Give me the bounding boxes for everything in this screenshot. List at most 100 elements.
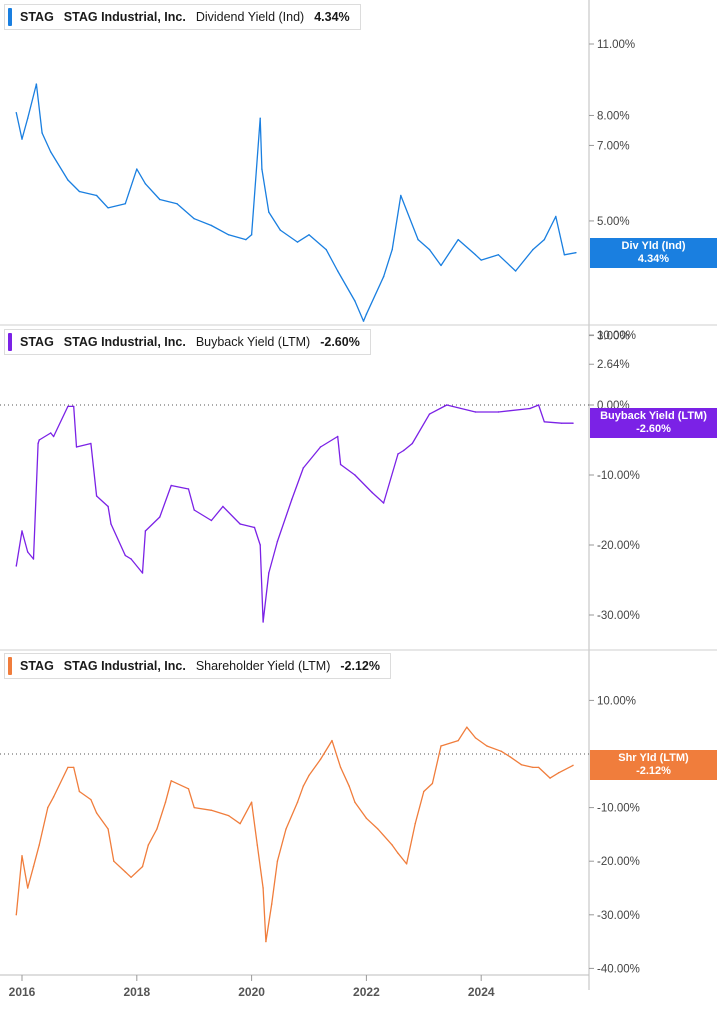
data-point (497, 411, 500, 413)
y-tick-label: 7.00% (597, 140, 630, 152)
data-point (403, 449, 405, 452)
legend-value: -2.60% (320, 335, 360, 349)
data-point (411, 442, 414, 445)
y-tick-label: 5.00% (597, 216, 630, 228)
legend-ticker: STAG (20, 659, 54, 673)
data-point (474, 737, 477, 739)
y-tick-label: -20.00% (597, 540, 640, 552)
x-tick-label: 2022 (353, 985, 380, 999)
tag-label: Div Yld (Ind) (621, 239, 686, 252)
series-line (15, 726, 574, 943)
data-point (354, 474, 356, 476)
data-point (543, 238, 546, 241)
data-point (428, 248, 431, 251)
data-point (170, 484, 172, 487)
data-point (446, 404, 448, 406)
data-point (156, 828, 158, 830)
data-point (90, 798, 92, 801)
data-point (27, 887, 29, 889)
data-point (532, 248, 534, 251)
series-color-swatch (8, 8, 12, 26)
data-point (210, 809, 213, 811)
y-tick-label: 8.00% (597, 110, 630, 122)
y-tick-label: 3.00% (597, 331, 630, 343)
data-point (90, 442, 92, 445)
data-point (400, 194, 402, 197)
data-point (268, 572, 270, 574)
data-point (391, 248, 393, 251)
data-point (262, 887, 264, 889)
data-point (27, 551, 29, 553)
legend-company: STAG Industrial, Inc. (63, 10, 186, 24)
data-point (187, 788, 190, 790)
x-tick-label: 2018 (123, 985, 150, 999)
data-point (339, 766, 342, 769)
data-point (113, 860, 115, 862)
tag-label: Shr Yld (LTM) (618, 752, 689, 765)
data-point (325, 248, 327, 251)
y-tick-label: -10.00% (597, 803, 640, 815)
data-point (95, 495, 98, 497)
data-point (110, 523, 112, 525)
data-point (308, 774, 310, 777)
y-tick-label: 2.64% (597, 359, 630, 371)
legend-buyback-yield[interactable]: STAG STAG Industrial, Inc. Buyback Yield… (4, 329, 371, 355)
data-point (193, 806, 195, 809)
legend-shareholder-yield[interactable]: STAG STAG Industrial, Inc. Shareholder Y… (4, 653, 391, 679)
data-point (227, 814, 230, 817)
tag-value: -2.12% (636, 765, 671, 778)
y-tick-label: 11.00% (597, 39, 635, 51)
data-point (32, 865, 35, 868)
legend-ticker: STAG (20, 10, 54, 24)
data-point (78, 190, 81, 193)
data-point (210, 519, 213, 522)
legend-metric: Shareholder Yield (LTM) (195, 659, 331, 673)
data-point (417, 238, 419, 241)
data-point (250, 801, 253, 803)
data-point (365, 313, 368, 315)
data-point (35, 83, 38, 85)
data-point (555, 215, 557, 218)
legend-metric: Buyback Yield (LTM) (195, 335, 311, 349)
data-point (549, 777, 551, 779)
data-point (276, 860, 279, 862)
data-point (256, 844, 259, 846)
data-point (261, 168, 263, 170)
y-tick-label: 10.00% (597, 695, 636, 707)
data-point (124, 871, 127, 873)
data-point (245, 238, 247, 241)
y-tick-label: -20.00% (597, 856, 640, 868)
tag-label: Buyback Yield (LTM) (600, 410, 707, 423)
data-point (164, 801, 167, 803)
data-point (253, 526, 256, 529)
legend-value: 4.34% (314, 10, 350, 24)
last-value-tag-buyback: Buyback Yield (LTM) -2.60% (590, 408, 717, 439)
data-point (227, 234, 230, 236)
legend-dividend-yield[interactable]: STAG STAG Industrial, Inc. Dividend Yiel… (4, 4, 361, 30)
data-point (187, 488, 190, 490)
data-point (529, 407, 531, 410)
data-point (354, 801, 356, 803)
data-point (572, 422, 574, 424)
data-point (466, 726, 468, 728)
data-point (308, 234, 310, 236)
legend-company: STAG Industrial, Inc. (63, 659, 186, 673)
data-point (159, 516, 161, 518)
data-point (268, 211, 270, 213)
legend-ticker: STAG (20, 335, 54, 349)
last-value-tag-shareholder: Shr Yld (LTM) -2.12% (590, 750, 717, 781)
data-point (431, 782, 434, 785)
data-point (339, 463, 342, 466)
data-point (95, 812, 98, 814)
x-tick-label: 2016 (9, 985, 36, 999)
series-color-swatch (8, 657, 12, 675)
data-point (78, 790, 81, 793)
data-point (532, 766, 534, 769)
data-point (50, 151, 52, 153)
series-line (15, 404, 573, 623)
data-point (52, 435, 55, 438)
data-point (38, 439, 40, 441)
data-point (428, 413, 431, 415)
data-point (107, 207, 109, 209)
